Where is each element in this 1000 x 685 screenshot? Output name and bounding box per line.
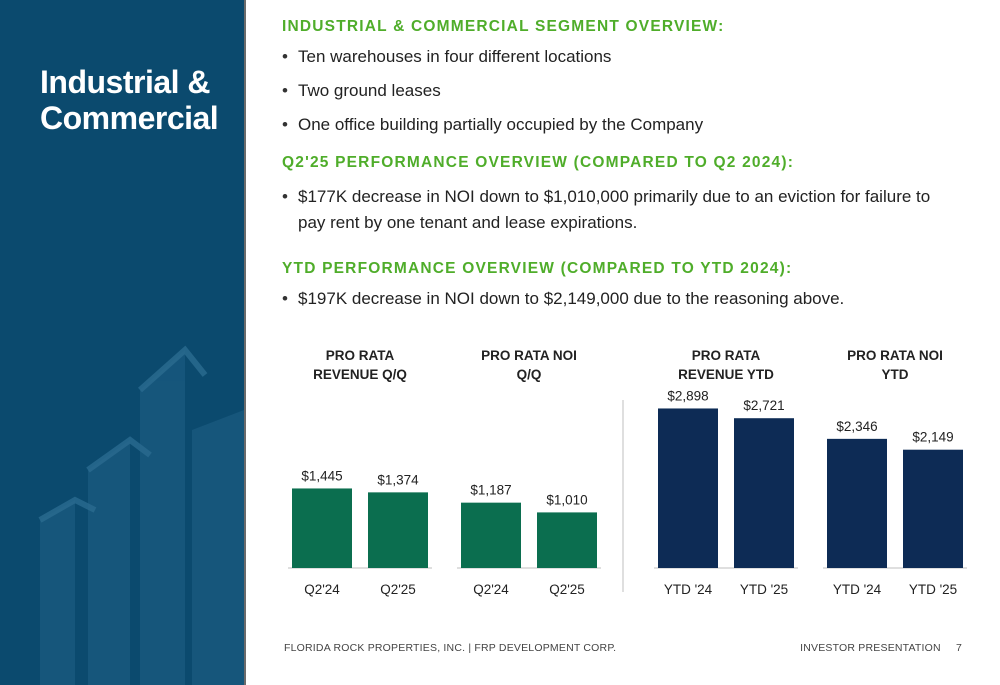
bar	[827, 438, 887, 568]
building-silhouette-graphic	[38, 345, 244, 685]
category-label: Q2'25	[549, 582, 585, 597]
footer-presentation-label: INVESTOR PRESENTATION	[800, 642, 941, 654]
chart-title-line: REVENUE YTD	[678, 367, 774, 382]
bar-value-label: $1,187	[470, 483, 511, 498]
bar	[658, 408, 718, 568]
category-label: Q2'25	[380, 582, 416, 597]
category-label: YTD '24	[664, 582, 713, 597]
chart-title-line: PRO RATA	[692, 348, 761, 363]
bar	[461, 502, 521, 568]
chart-title-line: Q/Q	[517, 367, 542, 382]
bar-charts: PRO RATA REVENUE Q/Q $1,445 Q2'24 $1,374 Q2'2…	[288, 348, 967, 597]
bar	[903, 449, 963, 568]
bar-value-label: $2,898	[667, 388, 708, 403]
bar	[537, 512, 597, 568]
bar	[734, 418, 794, 568]
category-label: Q2'24	[304, 582, 340, 597]
footer-right: INVESTOR PRESENTATION 7	[800, 642, 962, 654]
segment-overview-heading: INDUSTRIAL & COMMERCIAL SEGMENT OVERVIEW…	[282, 18, 725, 35]
q2-performance-heading: Q2'25 PERFORMANCE OVERVIEW (COMPARED TO …	[282, 154, 795, 171]
chart-title-line: YTD	[882, 367, 909, 382]
category-label: YTD '24	[833, 582, 882, 597]
list-item: Two ground leases	[282, 78, 703, 104]
slide-title-line2: Commercial	[40, 100, 219, 136]
chart-title-line: PRO RATA	[326, 348, 395, 363]
list-item: $197K decrease in NOI down to $2,149,000…	[282, 286, 844, 312]
list-item: One office building partially occupied b…	[282, 112, 703, 138]
slide-title: Industrial & Commercial	[40, 64, 219, 136]
bar-value-label: $1,445	[301, 468, 342, 483]
bar	[292, 488, 352, 568]
chart-title-line: PRO RATA NOI	[481, 348, 577, 363]
footer-company: FLORIDA ROCK PROPERTIES, INC. | FRP DEVE…	[284, 642, 617, 654]
list-item: $177K decrease in NOI down to $1,010,000…	[282, 184, 962, 236]
list-item: Ten warehouses in four different locatio…	[282, 44, 703, 70]
category-label: Q2'24	[473, 582, 509, 597]
q2-performance-list: $177K decrease in NOI down to $1,010,000…	[282, 184, 962, 236]
chart-title-line: PRO RATA NOI	[847, 348, 943, 363]
slide-title-line1: Industrial &	[40, 64, 211, 100]
ytd-performance-heading: YTD PERFORMANCE OVERVIEW (COMPARED TO YT…	[282, 260, 793, 277]
category-label: YTD '25	[740, 582, 788, 597]
segment-overview-list: Ten warehouses in four different locatio…	[282, 44, 703, 138]
bar-value-label: $2,149	[912, 430, 953, 445]
category-label: YTD '25	[909, 582, 957, 597]
bar-value-label: $2,346	[836, 419, 877, 434]
page-number: 7	[955, 642, 962, 654]
left-panel: Industrial & Commercial	[0, 0, 244, 685]
bar-value-label: $1,374	[377, 472, 419, 487]
bar	[368, 492, 428, 568]
bar-value-label: $2,721	[743, 398, 784, 413]
chart-title-line: REVENUE Q/Q	[313, 367, 407, 382]
bar-value-label: $1,010	[546, 492, 587, 507]
vertical-divider	[244, 0, 246, 685]
ytd-performance-list: $197K decrease in NOI down to $2,149,000…	[282, 286, 844, 312]
charts-area: PRO RATA REVENUE Q/Q $1,445 Q2'24 $1,374 Q2'2…	[246, 330, 1000, 620]
